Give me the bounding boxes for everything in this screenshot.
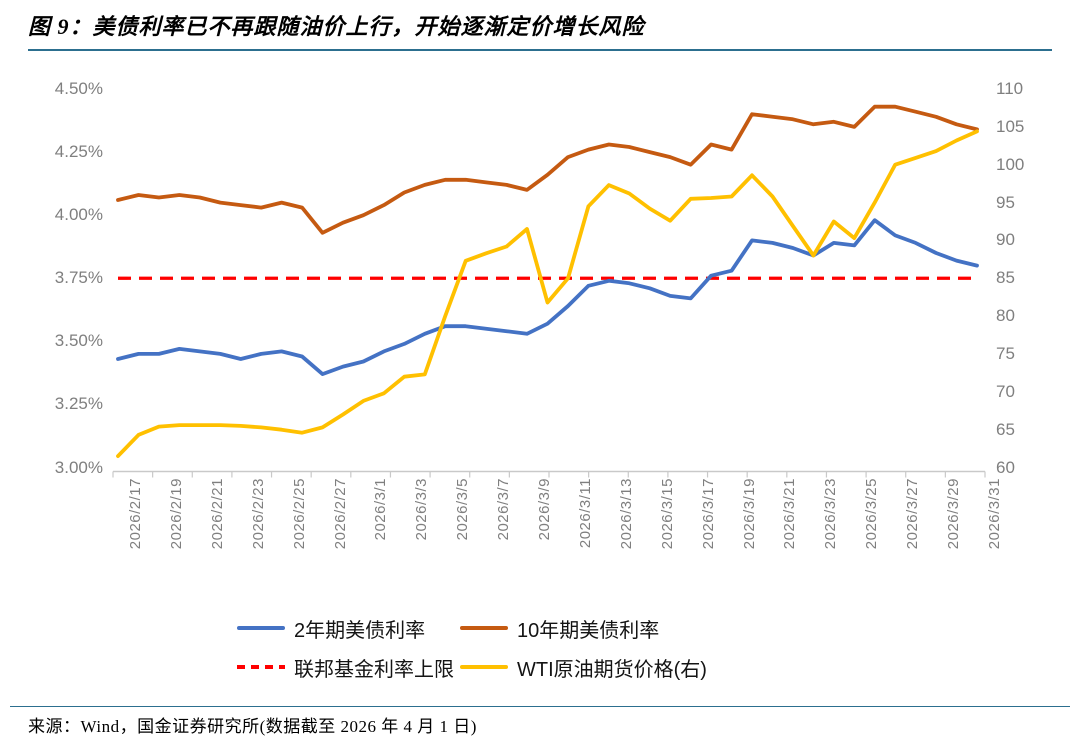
x-axis-label: 2026/3/25 [863,478,881,550]
y-axis-label-right: 80 [996,306,1015,326]
source-note: 来源：Wind，国金证券研究所(数据截至 2026 年 4 月 1 日) [28,717,477,736]
x-axis-label: 2026/2/23 [249,478,267,550]
legend-item-fed-funds: 联邦基金利率上限 [237,655,454,681]
legend-label-wti: WTI原油期货价格(右) [517,658,707,681]
y-axis-label-left: 3.50% [54,331,103,351]
series-line-2y [116,218,979,377]
legend-item-2y: 2年期美债利率 [237,616,426,642]
legend-swatch-10y [460,626,508,630]
y-axis-label-right: 75 [996,343,1015,363]
x-axis-label: 2026/3/9 [536,478,554,541]
legend-label-fed-funds: 联邦基金利率上限 [294,658,454,681]
x-axis-label: 2026/3/27 [904,478,922,550]
x-axis-label: 2026/2/17 [127,478,144,550]
x-axis-label: 2026/2/21 [208,478,226,550]
y-axis-label-left: 3.00% [54,457,103,477]
y-axis-label-right: 90 [996,230,1015,250]
y-axis-label-right: 105 [996,116,1025,136]
x-axis-label: 2026/3/29 [945,478,963,550]
x-axis-label: 2026/3/3 [413,478,431,541]
x-axis-label: 2026/3/11 [576,478,594,549]
y-axis-label-right: 60 [996,457,1015,477]
legend-item-10y: 10年期美债利率 [460,616,660,642]
x-axis-label: 2026/2/27 [331,478,349,550]
x-axis-label: 2026/3/1 [372,478,390,541]
x-axis-label: 2026/3/13 [617,478,635,550]
legend-label-2y: 2年期美债利率 [294,619,426,642]
y-axis-label-right: 100 [996,154,1025,174]
series-line-10y [116,104,979,235]
title-divider [28,49,1052,51]
y-axis-label-right: 85 [996,268,1015,288]
footer-divider [10,706,1070,707]
y-axis-label-right: 70 [996,381,1015,401]
page-title: 图 9：美债利率已不再跟随油价上行，开始逐渐定价增长风险 [28,14,645,39]
y-axis-label-left: 4.50% [54,79,103,98]
y-axis-label-right: 110 [996,79,1024,98]
y-axis-label-right: 95 [996,192,1015,212]
legend-item-wti: WTI原油期货价格(右) [460,655,707,681]
x-axis-label: 2026/2/25 [290,478,308,550]
x-axis-label: 2026/2/19 [167,478,185,550]
y-axis-label-left: 4.00% [54,205,103,225]
x-axis-label: 2026/3/31 [986,478,1003,550]
y-axis-label-right: 65 [996,419,1015,439]
legend-swatch-wti [460,665,508,669]
x-axis-label: 2026/3/5 [454,478,472,541]
x-axis-label: 2026/3/15 [658,478,676,550]
legend-swatch-2y [237,626,285,630]
x-axis-label: 2026/3/21 [781,478,799,550]
x-axis-label: 2026/3/19 [740,478,758,550]
legend-label-10y: 10年期美债利率 [517,619,660,642]
series-line-wti [116,129,979,459]
x-axis-label: 2026/3/17 [699,478,717,550]
legend-swatch-fed-funds [237,665,285,669]
y-axis-label-left: 4.25% [54,142,103,162]
x-axis-label: 2026/3/7 [495,478,513,541]
y-axis-label-left: 3.25% [54,394,103,414]
x-axis-label: 2026/3/23 [822,478,840,550]
y-axis-label-left: 3.75% [54,268,103,288]
